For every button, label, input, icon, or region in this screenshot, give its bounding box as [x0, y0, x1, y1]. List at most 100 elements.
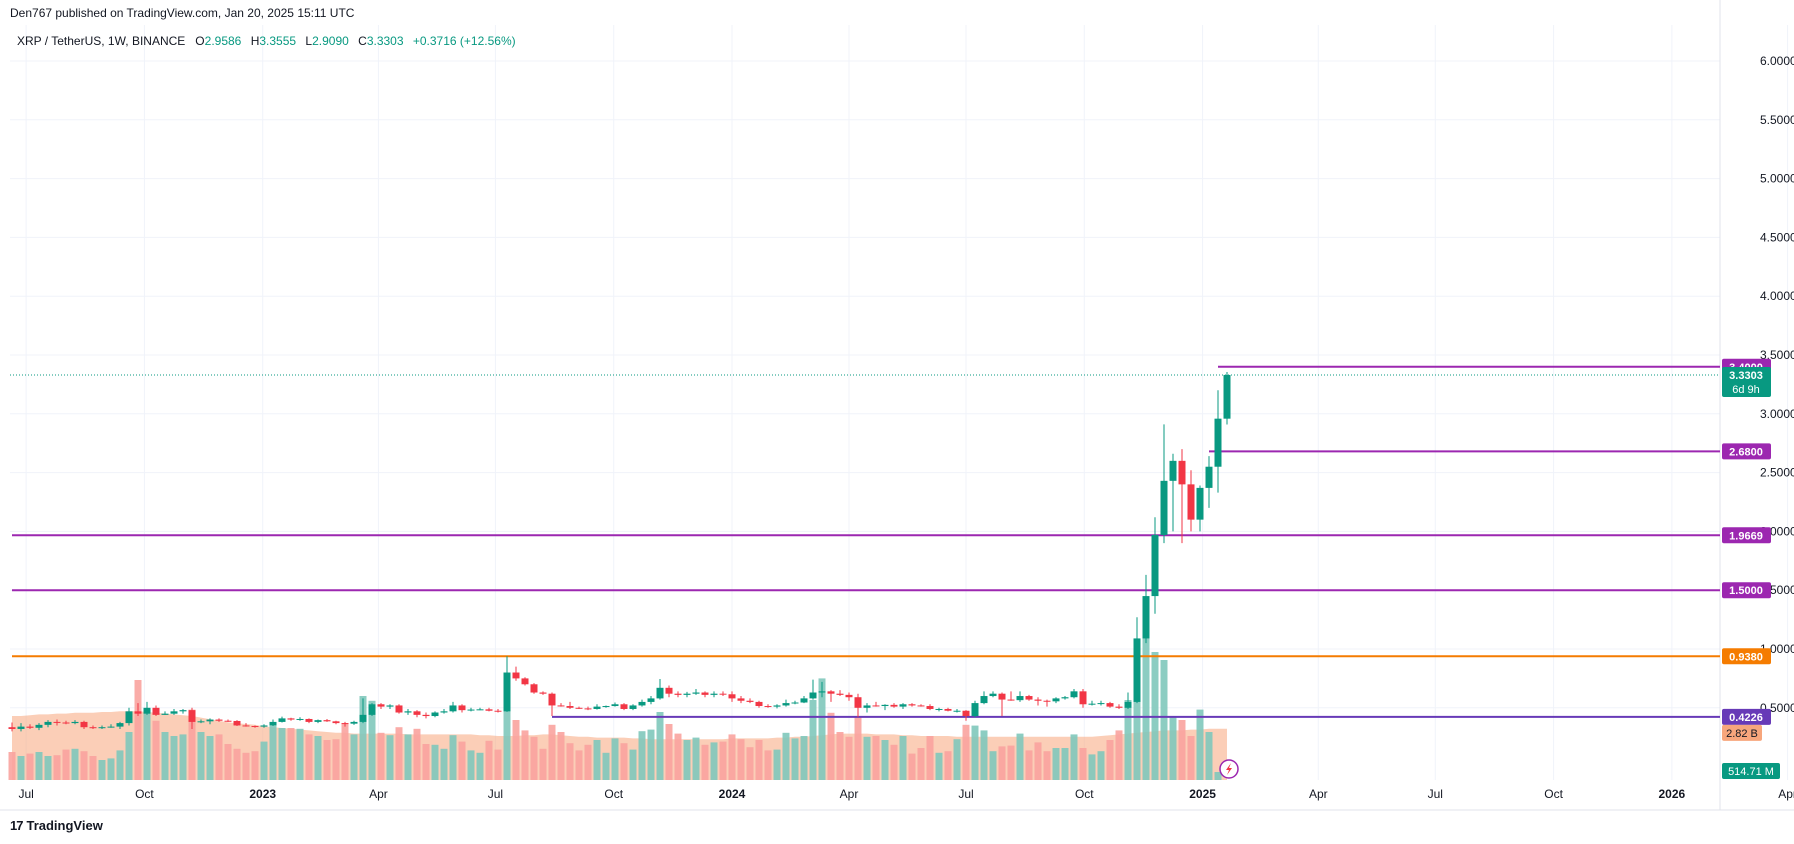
- candle-body: [260, 725, 268, 727]
- candle-body: [368, 704, 376, 715]
- candle-body: [962, 710, 970, 717]
- price-tick-label: 5.5000: [1760, 113, 1794, 127]
- price-axis[interactable]: 6.0000 5.5000 5.0000 4.5000 4.0000 3.5000 3.00…: [1760, 54, 1794, 715]
- price-tick-label: 6.0000: [1760, 54, 1794, 68]
- candle-body: [1178, 460, 1186, 485]
- volume-bar: [710, 742, 718, 780]
- candle-body: [926, 706, 934, 709]
- volume-bar: [962, 724, 970, 780]
- candle-body: [1088, 703, 1096, 705]
- candle-body: [269, 721, 277, 726]
- candle-body: [989, 693, 997, 697]
- close-value: 3.3303: [366, 34, 404, 48]
- candle-body: [1025, 696, 1033, 700]
- volume-bar: [791, 738, 799, 780]
- candle-body: [188, 710, 196, 722]
- candle-body: [89, 727, 97, 729]
- level-label-box: [1722, 527, 1771, 544]
- level-label-box: [1722, 708, 1771, 725]
- change-value: +0.3716 (+12.56%): [412, 34, 516, 48]
- lightning-icon[interactable]: [1219, 759, 1239, 779]
- candle-body: [809, 692, 817, 699]
- level-label-box: [1722, 582, 1771, 599]
- symbol-title[interactable]: XRP / TetherUS, 1W, BINANCE: [17, 34, 186, 48]
- volume-bar: [854, 716, 862, 780]
- volume-bar: [1115, 730, 1123, 780]
- candle-body: [593, 706, 601, 709]
- candle-body: [854, 697, 862, 708]
- candle-body: [980, 696, 988, 704]
- volume-bar: [1079, 748, 1087, 780]
- candle-body: [341, 723, 349, 725]
- candle-body: [152, 707, 160, 715]
- tradingview-logo[interactable]: 17 TradingView: [10, 818, 103, 833]
- price-tick-label: 3.0000: [1760, 407, 1794, 421]
- tradingview-logo-icon: 17: [10, 818, 24, 833]
- level-lines: [10, 365, 1720, 718]
- volume-bar: [917, 748, 925, 780]
- level-label: 1.9669: [1729, 530, 1763, 542]
- volume-bar: [908, 753, 916, 780]
- volume-bar: [1133, 644, 1141, 780]
- volume-bar: [1142, 616, 1150, 780]
- volume-bar: [170, 736, 178, 780]
- volume-bar: [1097, 751, 1105, 780]
- low-label: L: [305, 34, 313, 48]
- time-tick-label: Apr: [1778, 787, 1794, 801]
- candle-body: [197, 721, 205, 723]
- volume-bar: [548, 724, 556, 780]
- volume-bar: [593, 740, 601, 780]
- volume-bar: [224, 744, 232, 780]
- volume-bar: [395, 727, 403, 780]
- candle-body: [1223, 374, 1231, 419]
- volume-bar: [71, 748, 79, 780]
- volume-bar: [449, 735, 457, 780]
- candle-body: [62, 722, 70, 724]
- candle-body: [107, 726, 115, 728]
- level-label: 0.4226: [1729, 712, 1763, 724]
- volume-bar: [269, 725, 277, 780]
- volume-bar: [215, 734, 223, 780]
- candle-body: [305, 718, 313, 722]
- volume-bar: [989, 751, 997, 780]
- candle-body: [503, 672, 511, 712]
- candle-body: [377, 704, 385, 707]
- candle-body: [278, 718, 286, 722]
- candle-body: [818, 691, 826, 693]
- volume-bar: [890, 744, 898, 780]
- candle-body: [71, 721, 79, 724]
- grid: [0, 0, 1794, 811]
- volume-bar: [242, 752, 250, 780]
- candle-body: [899, 704, 907, 707]
- level-label: 1.5000: [1729, 585, 1763, 597]
- volume-bar: [179, 734, 187, 780]
- candle-body: [440, 711, 448, 713]
- volume-bar: [773, 749, 781, 780]
- volume-bar: [17, 756, 25, 780]
- volume-bar: [494, 749, 502, 780]
- candle-body: [620, 704, 628, 709]
- volume-bar: [881, 740, 889, 780]
- volume-bar: [440, 748, 448, 780]
- time-tick-label: 2024: [719, 787, 746, 801]
- candle-body: [395, 705, 403, 713]
- volume-bar: [134, 680, 142, 780]
- time-tick-label: Oct: [604, 787, 623, 801]
- candle-body: [413, 711, 421, 715]
- volume-bar: [584, 744, 592, 780]
- volume-bar: [809, 700, 817, 780]
- time-axis[interactable]: Jul Oct 2023 Apr Jul Oct 2024 Apr Jul Oct 2025 Apr J…: [18, 787, 1794, 801]
- volume-bar: [1205, 732, 1213, 780]
- candle-body: [539, 692, 547, 694]
- candle-body: [1070, 691, 1078, 698]
- volume-bar: [386, 735, 394, 780]
- volume-bar: [359, 696, 367, 780]
- candle-body: [575, 707, 583, 709]
- price-tick-label: 4.0000: [1760, 289, 1794, 303]
- open-value: 2.9586: [204, 34, 242, 48]
- volume-bar: [746, 747, 754, 780]
- candle-body: [251, 726, 259, 728]
- candle-body: [566, 706, 574, 708]
- open-label: O: [195, 34, 205, 48]
